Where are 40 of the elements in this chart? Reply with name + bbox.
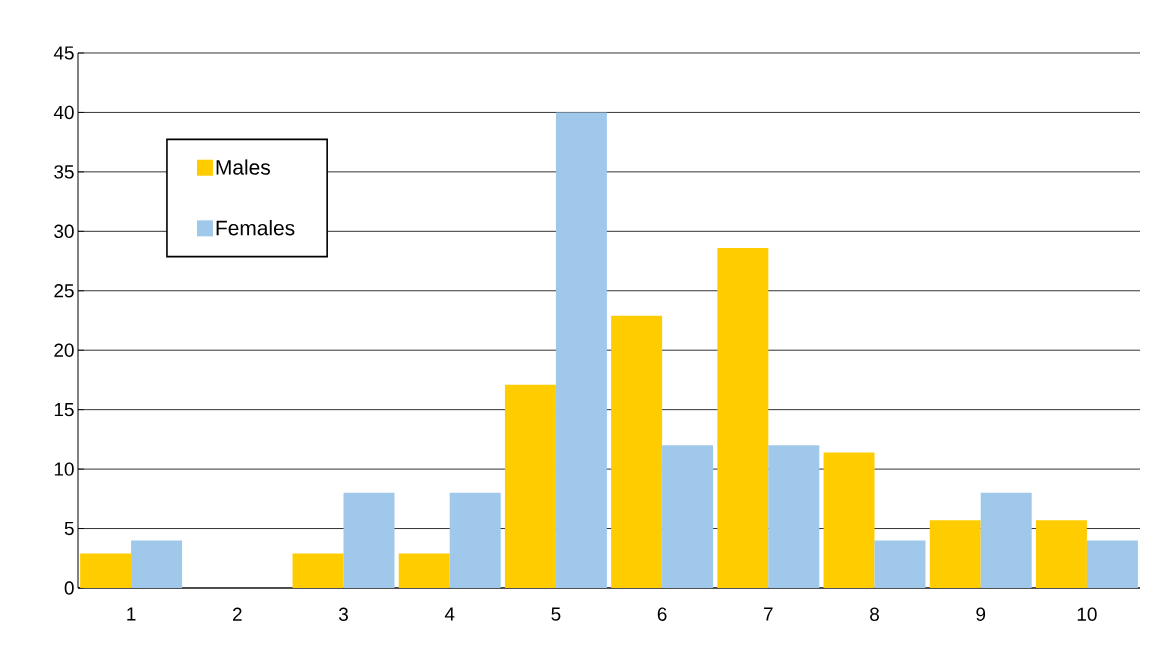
- y-tick-label: 25: [54, 284, 74, 298]
- x-tick-label: 2: [233, 607, 242, 621]
- x-tick-label: 7: [764, 607, 773, 621]
- bar: [662, 445, 714, 588]
- bar: [504, 384, 556, 588]
- bar: [768, 445, 820, 588]
- y-tick-label: 35: [54, 165, 74, 179]
- bar: [874, 540, 926, 588]
- x-tick-label: 1: [127, 607, 136, 621]
- bar: [980, 492, 1032, 588]
- x-tick-label: 8: [870, 607, 879, 621]
- y-tick-label: 40: [53, 105, 74, 120]
- legend-label: Males: [216, 159, 270, 175]
- x-tick-label: 3: [338, 607, 348, 621]
- bar: [449, 492, 501, 588]
- bar: [611, 315, 663, 588]
- x-tick-label: 5: [551, 607, 561, 621]
- bar: [343, 492, 395, 588]
- x-tick-label: 10: [1077, 607, 1097, 621]
- legend-label: Females: [216, 220, 295, 236]
- x-tick-label: 9: [976, 607, 986, 621]
- bar: [398, 553, 450, 588]
- bar: [823, 452, 875, 588]
- bar: [1086, 540, 1138, 588]
- y-tick-label: 0: [64, 581, 74, 595]
- y-tick-label: 30: [54, 224, 74, 239]
- bar: [292, 553, 344, 588]
- bar: [555, 112, 607, 588]
- y-tick-label: 15: [54, 403, 74, 417]
- y-tick-label: 45: [53, 46, 74, 60]
- y-tick-label: 5: [64, 521, 74, 536]
- x-tick-label: 4: [444, 607, 455, 621]
- x-tick-label: 6: [657, 607, 667, 621]
- bar: [131, 540, 183, 588]
- y-tick-label: 20: [54, 343, 74, 357]
- bar: [80, 553, 132, 588]
- bar: [1035, 520, 1087, 588]
- bar: [717, 247, 769, 588]
- bar: [929, 520, 981, 588]
- y-tick-label: 10: [54, 462, 74, 476]
